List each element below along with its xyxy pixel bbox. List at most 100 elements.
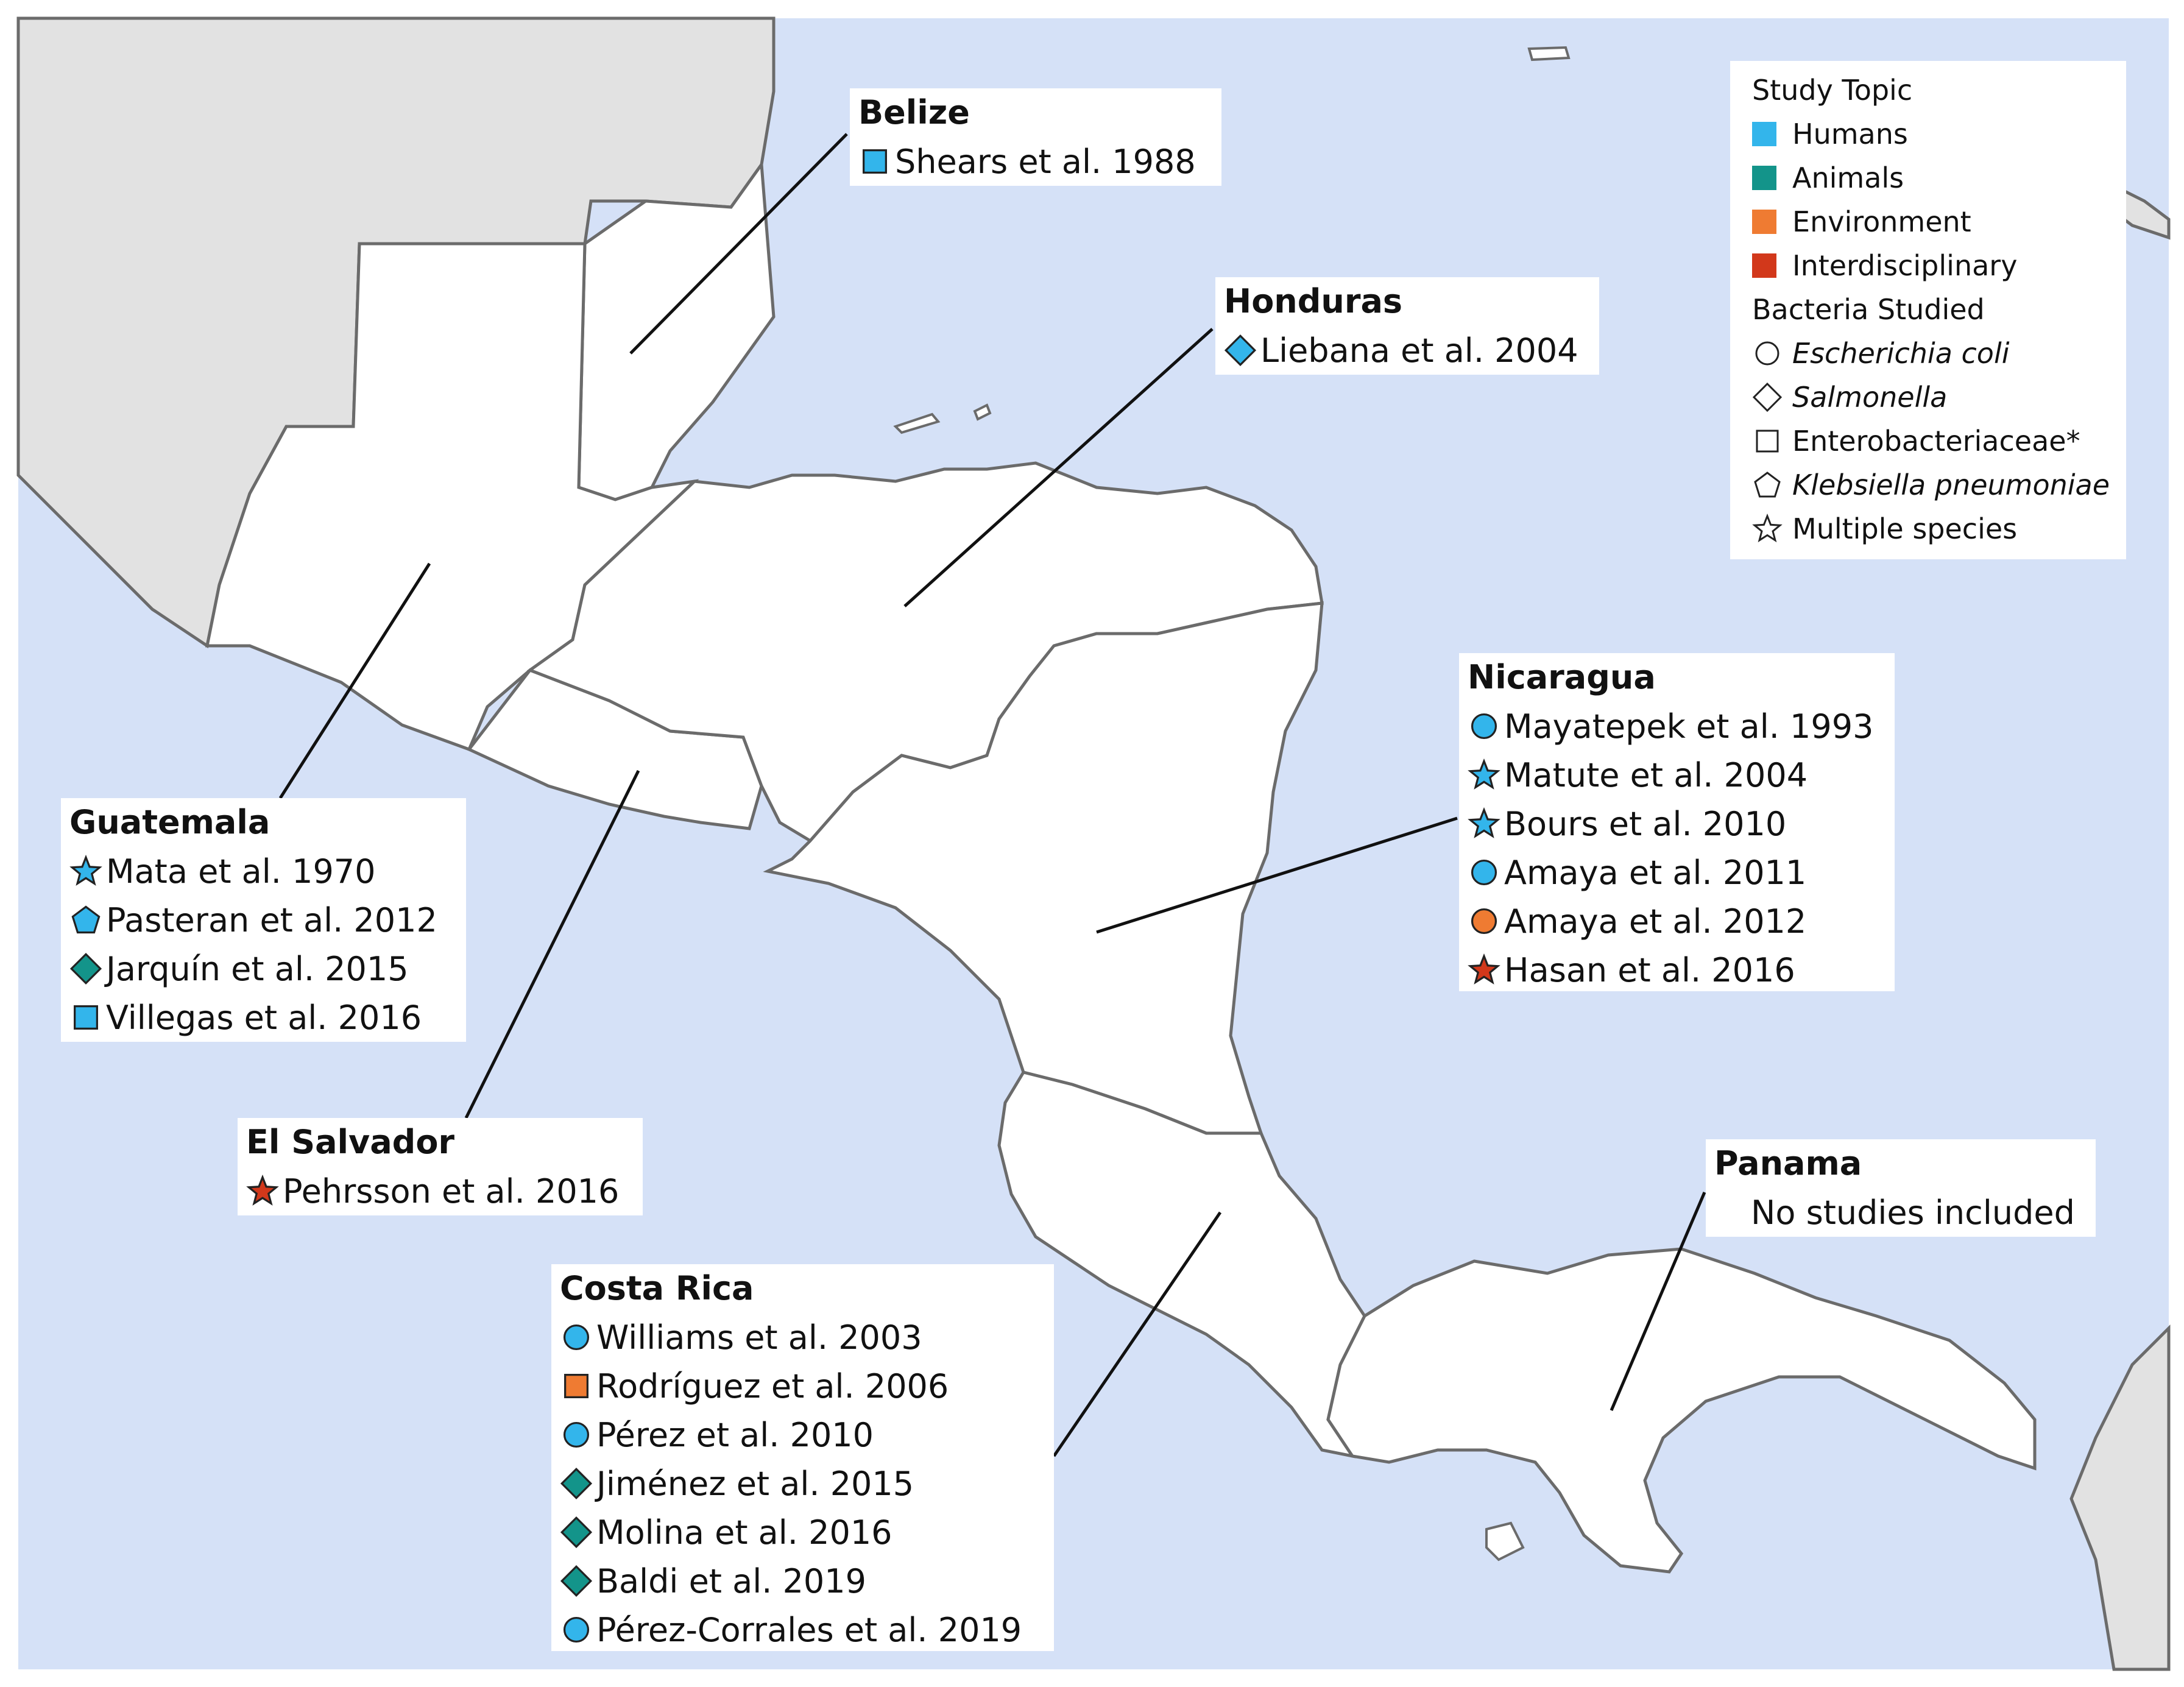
legend-topic-item: Interdisciplinary [1752,244,2126,288]
circle-marker-icon [563,1616,590,1643]
legend-bacteria-item: Enterobacteriaceae* [1752,419,2126,463]
star-marker-icon [1468,953,1500,985]
legend-label: Escherichia coli [1792,337,2010,370]
circle-marker-icon [1471,859,1497,886]
legend: Study Topic Humans Animals Environment Inte… [1730,61,2126,559]
legend-bacteria-heading: Bacteria Studied [1752,293,1985,326]
island [893,412,941,434]
country-name: El Salvador [246,1123,455,1161]
leader-line-guatemala [278,562,431,799]
land-colombia [2069,1324,2171,1671]
square-marker-icon [74,1005,98,1030]
study-list: Williams et al. 2003 Rodríguez et al. 200… [560,1313,1054,1654]
diamond-marker-icon [560,1516,593,1549]
study-label: Liebana et al. 2004 [1260,331,1578,370]
study-entry: Jiménez et al. 2015 [560,1459,1054,1508]
study-label: Hasan et al. 2016 [1504,950,1795,989]
country-name: Panama [1714,1144,1862,1183]
study-label: Pasteran et al. 2012 [106,900,437,939]
legend-bacteria-item: Multiple species [1752,507,2126,551]
country-name: Guatemala [69,803,270,841]
study-label: Mata et al. 1970 [106,852,376,891]
legend-label: Klebsiella pneumoniae [1792,469,2110,501]
square-marker-icon [1756,430,1779,453]
study-list: Mata et al. 1970 Pasteran et al. 2012 Jarq… [69,847,466,1042]
legend-topic-heading: Study Topic [1752,74,1913,107]
circle-marker-icon [563,1324,590,1351]
legend-label: Animals [1792,161,1904,194]
study-label: Shears et al. 1988 [895,142,1196,181]
country-panel-el-salvador: El Salvador Pehrsson et al. 2016 [238,1118,643,1215]
leader-line-honduras [903,328,1214,607]
country-panel-belize: Belize Shears et al. 1988 [850,88,1221,186]
study-entry: Pérez et al. 2010 [560,1410,1054,1459]
pentagon-marker-icon [71,905,101,934]
country-name: Belize [858,93,970,132]
land-guatemala [205,242,699,752]
legend-topics: Humans Animals Environment Interdisciplinar… [1752,112,2126,288]
study-entry: Mayatepek et al. 1993 [1468,702,1895,751]
study-label: Molina et al. 2016 [596,1513,892,1552]
study-entry: Villegas et al. 2016 [69,993,466,1042]
legend-topic-item: Environment [1752,200,2126,244]
study-label: Pérez et al. 2010 [596,1415,874,1454]
country-panel-guatemala: Guatemala Mata et al. 1970 Pasteran et al… [61,798,466,1042]
country-panel-panama: Panama No studies included [1706,1139,2096,1237]
legend-bacteria-item: Salmonella [1752,375,2126,419]
legend-bacteria-item: Klebsiella pneumoniae [1752,463,2126,507]
legend-label: Multiple species [1792,512,2018,545]
study-entry: Bours et al. 2010 [1468,799,1895,848]
study-entry: Jarquín et al. 2015 [69,944,466,993]
study-label: Williams et al. 2003 [596,1318,922,1357]
country-panel-costa-rica: Costa Rica Williams et al. 2003 Rodríguez… [551,1264,1054,1651]
circle-marker-icon [1471,908,1497,935]
study-label: Villegas et al. 2016 [106,998,422,1037]
legend-label: Environment [1792,205,1971,238]
color-swatch-icon [1752,166,1776,190]
legend-bacteria-item: Escherichia coli [1752,331,2126,375]
study-label: Rodríguez et al. 2006 [596,1367,949,1406]
square-marker-icon [863,149,887,174]
study-label: Jarquín et al. 2015 [106,949,409,988]
country-panel-nicaragua: Nicaragua Mayatepek et al. 1993 Matute et… [1459,653,1895,991]
legend-topic-item: Humans [1752,112,2126,156]
leader-line-el-salvador [464,769,640,1119]
study-entry: Hasan et al. 2016 [1468,946,1895,994]
legend-label: Interdisciplinary [1792,249,2018,282]
star-marker-icon [246,1175,279,1206]
land-panama [1326,1247,2037,1574]
legend-label: Salmonella [1792,381,1948,414]
study-list: Pehrsson et al. 2016 [246,1167,643,1215]
study-entry: Pehrsson et al. 2016 [246,1167,643,1215]
color-swatch-icon [1752,122,1776,146]
study-list: Mayatepek et al. 1993 Matute et al. 2004 B… [1468,702,1895,994]
leader-line-costa-rica [1052,1211,1222,1457]
island [1527,46,1571,62]
diamond-marker-icon [560,1565,593,1597]
study-entry: Liebana et al. 2004 [1224,326,1599,375]
study-entry: Mata et al. 1970 [69,847,466,896]
island [1485,1521,1525,1561]
star-marker-icon [69,855,102,886]
legend-topic-item: Animals [1752,156,2126,200]
study-list: Liebana et al. 2004 [1224,326,1599,375]
country-panel-honduras: Honduras Liebana et al. 2004 [1215,277,1599,375]
diamond-marker-icon [1752,382,1783,412]
color-swatch-icon [1752,210,1776,234]
land-nicaragua [763,601,1324,1135]
study-label: Bours et al. 2010 [1504,804,1787,843]
diamond-marker-icon [560,1467,593,1500]
circle-marker-icon [563,1421,590,1448]
diamond-marker-icon [1224,334,1257,367]
panama-note: No studies included [1714,1188,2096,1237]
study-entry: Pasteran et al. 2012 [69,896,466,944]
leader-line-nicaragua [1096,816,1458,934]
study-label: Pehrsson et al. 2016 [283,1172,620,1211]
study-entry: Amaya et al. 2011 [1468,848,1895,897]
square-marker-icon [564,1374,588,1398]
pentagon-marker-icon [1754,472,1781,498]
study-entry: Williams et al. 2003 [560,1313,1054,1362]
study-entry: Baldi et al. 2019 [560,1557,1054,1605]
study-entry: Shears et al. 1988 [858,137,1221,186]
study-entry: Amaya et al. 2012 [1468,897,1895,946]
